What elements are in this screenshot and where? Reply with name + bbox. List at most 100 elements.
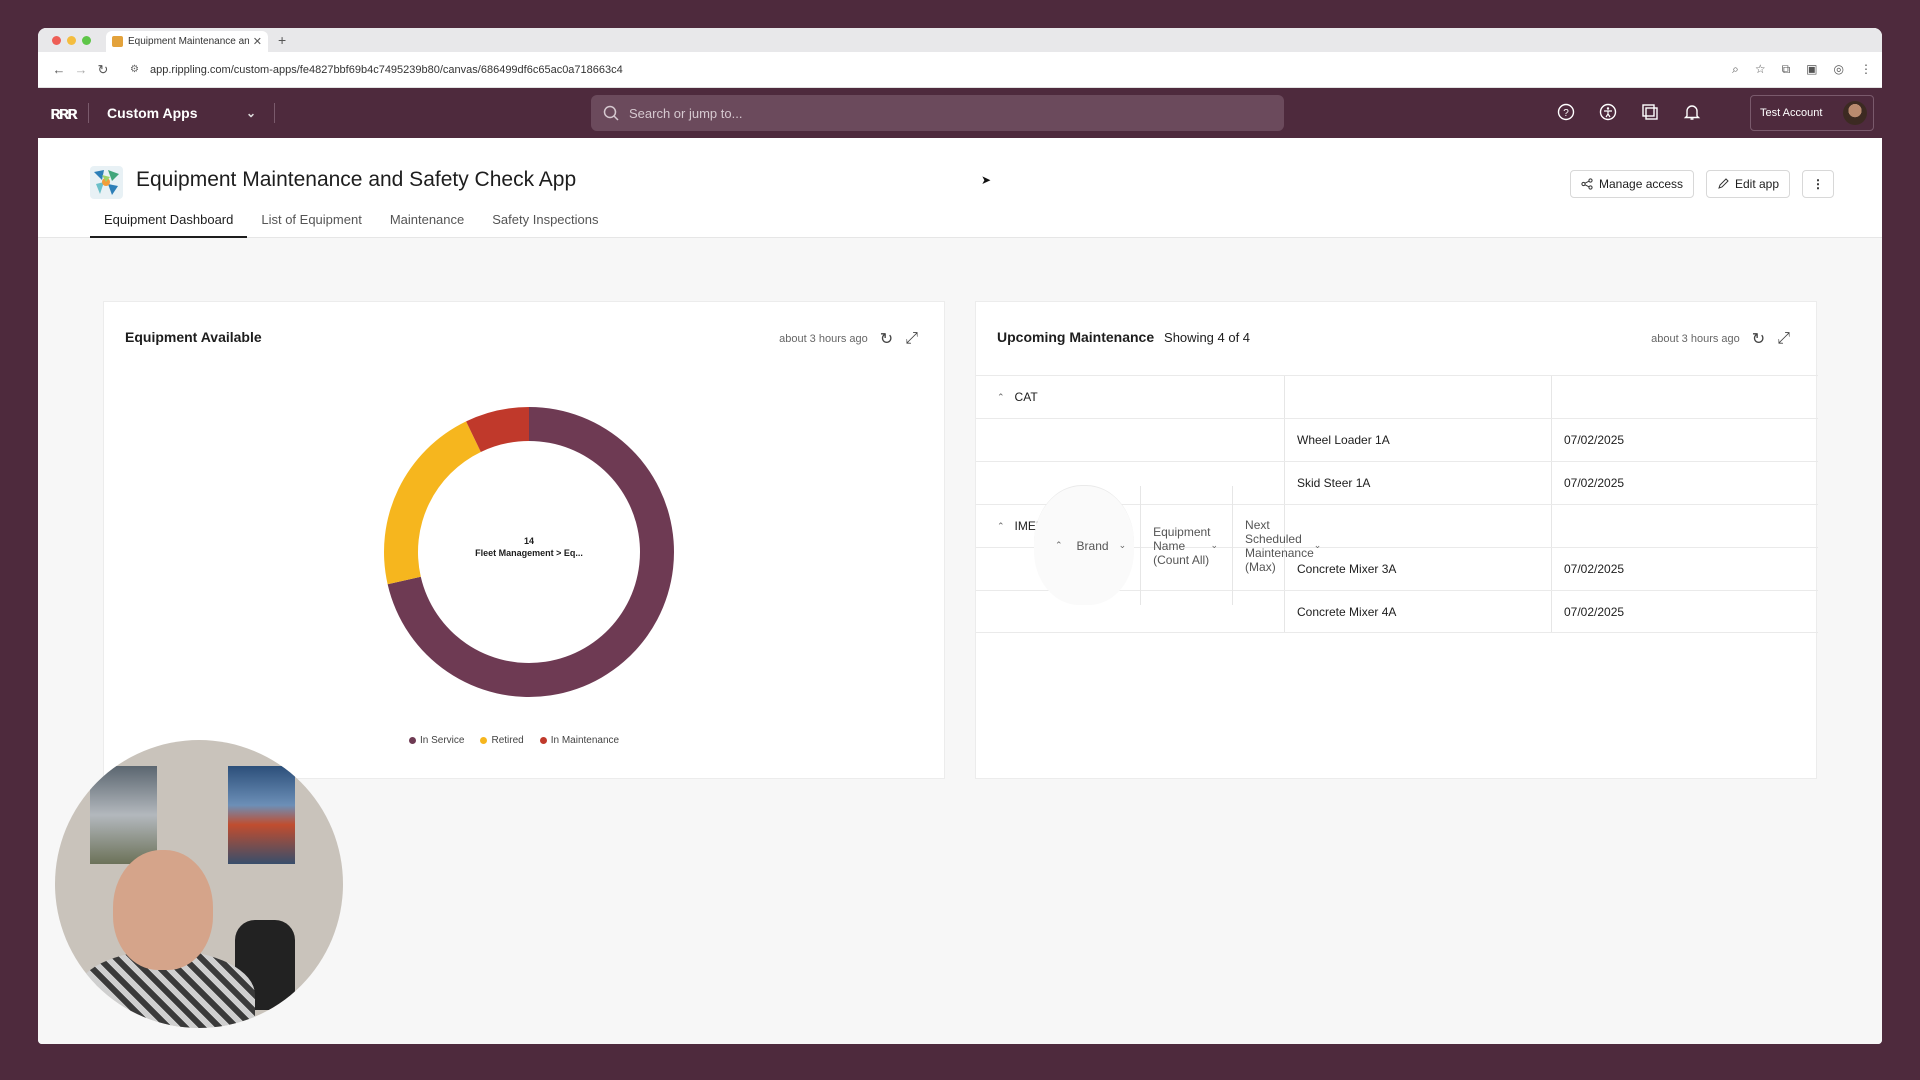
refresh-icon[interactable]: ↻ — [1751, 331, 1766, 348]
edit-app-button[interactable]: Edit app — [1706, 170, 1791, 198]
empty-cell — [1285, 505, 1552, 547]
manage-access-button[interactable]: Manage access — [1570, 170, 1695, 198]
column-label: Equipment Name (Count All) — [1153, 524, 1211, 567]
legend-label: In Maintenance — [550, 735, 620, 746]
chevron-down-icon: ⌄ — [245, 106, 256, 120]
wall-poster — [228, 766, 295, 864]
empty-cell — [976, 419, 1285, 461]
empty-cell — [976, 548, 1285, 590]
help-icon[interactable]: ? — [1556, 102, 1576, 122]
account-menu[interactable]: Test Account — [1750, 95, 1874, 131]
maintenance-date-cell: 07/02/2025 — [1564, 476, 1625, 490]
nav-divider — [274, 103, 275, 123]
last-updated: about 3 hours ago — [779, 333, 868, 345]
equipment-name-cell: Wheel Loader 1A — [1285, 419, 1552, 461]
app-top-nav: ʀʀʀ Custom Apps ⌄ Search or jump to... ?… — [38, 88, 1882, 138]
collapse-all-icon[interactable]: ⌃ — [1055, 540, 1063, 550]
browser-tabstrip: Equipment Maintenance and ✕ + — [38, 28, 1882, 52]
reload-icon[interactable]: ↻ — [97, 61, 109, 77]
column-header-next-maintenance[interactable]: Next Scheduled Maintenance (Max) ⌄ — [1233, 486, 1335, 605]
chevron-down-icon[interactable]: ⌄ — [1118, 540, 1127, 550]
legend-item-in-service[interactable]: In Service — [409, 735, 464, 746]
card-title: Upcoming Maintenance Showing 4 of 4 — [997, 329, 1250, 345]
table-row[interactable]: Concrete Mixer 4A 07/02/2025 — [976, 590, 1818, 633]
table-row[interactable]: Concrete Mixer 3A 07/02/2025 — [976, 547, 1818, 590]
profile-icon[interactable]: ◎ — [1833, 62, 1844, 76]
tab-equipment-dashboard[interactable]: Equipment Dashboard — [90, 210, 248, 238]
kebab-menu-icon: ⋮ — [1812, 177, 1824, 191]
refresh-icon[interactable]: ↻ — [879, 331, 894, 348]
group-row-cat[interactable]: ⌃ CAT — [976, 375, 1818, 418]
avatar — [1843, 101, 1867, 125]
browser-tab-title: Equipment Maintenance and — [128, 36, 249, 47]
sidepanel-icon[interactable]: ▣ — [1806, 62, 1818, 76]
page-title: Equipment Maintenance and Safety Check A… — [136, 168, 577, 191]
extensions-icon[interactable]: ⧉ — [1781, 62, 1791, 76]
tab-maintenance[interactable]: Maintenance — [389, 212, 465, 227]
tab-list-of-equipment[interactable]: List of Equipment — [261, 212, 362, 227]
browser-menu-icon[interactable]: ⋮ — [1860, 62, 1872, 76]
url-field[interactable]: ⚙ app.rippling.com/custom-apps/fe4827bbf… — [120, 58, 1732, 82]
column-label: Brand — [1076, 538, 1109, 553]
legend-item-in-maintenance[interactable]: In Maintenance — [539, 735, 620, 746]
tab-safety-inspections[interactable]: Safety Inspections — [492, 212, 599, 227]
app-logo-icon — [90, 166, 123, 199]
empty-cell — [1552, 505, 1818, 547]
table-row[interactable]: Skid Steer 1A 07/02/2025 — [976, 461, 1818, 504]
forward-icon[interactable]: → — [74, 62, 88, 77]
site-info-icon[interactable]: ⚙ — [130, 64, 139, 75]
column-header-brand[interactable]: ⌃ Brand ⌄ — [1034, 486, 1142, 605]
page-header: Equipment Maintenance and Safety Check A… — [38, 138, 1882, 238]
legend-swatch — [409, 737, 416, 744]
close-tab-icon[interactable]: ✕ — [252, 36, 262, 48]
page-content: Equipment Maintenance and Safety Check A… — [38, 138, 1882, 1044]
chevron-down-icon[interactable]: ⌄ — [1313, 540, 1322, 550]
more-options-button[interactable]: ⋮ — [1802, 170, 1834, 198]
collapse-group-icon[interactable]: ⌃ — [997, 391, 1005, 402]
equipment-name-cell: Skid Steer 1A — [1285, 462, 1552, 504]
zoom-icon[interactable]: ⌕ — [1732, 62, 1739, 76]
page-tabs: Equipment Dashboard List of Equipment Ma… — [90, 210, 613, 238]
donut-center-label: 14 Fleet Management > Eq... — [434, 535, 624, 559]
expand-icon[interactable]: ⤢ — [905, 330, 918, 347]
donut-chart[interactable] — [364, 387, 694, 717]
column-header-equipment-name[interactable]: Equipment Name (Count All) ⌄ — [1141, 486, 1234, 605]
maintenance-table: ⌃ Brand ⌄ Equipment Name (Count All) ⌄ Ne… — [976, 375, 1818, 633]
browser-actions: ⌕ ☆ ⧉ ▣ ◎ ⋮ — [1732, 62, 1872, 77]
donut-total: 14 — [523, 536, 534, 546]
card-title: Equipment Available — [125, 329, 262, 345]
equipment-available-card: Equipment Available about 3 hours ago ↻ … — [103, 301, 945, 779]
global-search-input[interactable]: Search or jump to... — [591, 95, 1284, 131]
donut-slice-retired[interactable] — [384, 421, 481, 585]
empty-cell — [976, 462, 1285, 504]
url-text: app.rippling.com/custom-apps/fe4827bbf69… — [150, 63, 623, 76]
notifications-bell-icon[interactable] — [1682, 102, 1702, 122]
last-updated: about 3 hours ago — [1651, 333, 1740, 345]
legend-swatch — [539, 737, 547, 744]
mouse-cursor-icon: ➤ — [981, 173, 992, 187]
address-bar: ← → ↻ ⚙ app.rippling.com/custom-apps/fe4… — [38, 52, 1882, 88]
table-row[interactable]: Wheel Loader 1A 07/02/2025 — [976, 418, 1818, 461]
app-selector[interactable]: Custom Apps ⌄ — [89, 105, 274, 121]
back-icon[interactable]: ← — [52, 62, 66, 77]
rippling-logo-icon[interactable]: ʀʀʀ — [50, 102, 78, 123]
accessibility-icon[interactable] — [1598, 102, 1618, 122]
bookmark-star-icon[interactable]: ☆ — [1754, 62, 1766, 76]
chevron-down-icon[interactable]: ⌄ — [1210, 540, 1219, 550]
showing-count: Showing 4 of 4 — [1164, 330, 1251, 345]
donut-slice-in-maintenance[interactable] — [466, 407, 529, 452]
expand-icon[interactable]: ⤢ — [1777, 330, 1790, 347]
minimize-window-icon[interactable] — [67, 36, 76, 45]
apps-grid-icon[interactable] — [1640, 102, 1660, 122]
maximize-window-icon[interactable] — [82, 36, 91, 45]
pencil-icon — [1718, 178, 1729, 189]
new-tab-icon[interactable]: + — [278, 32, 287, 48]
collapse-group-icon[interactable]: ⌃ — [997, 520, 1005, 531]
window-controls — [52, 36, 91, 45]
brand-cell: ⌃ CAT — [976, 376, 1285, 418]
close-window-icon[interactable] — [52, 36, 61, 45]
browser-tab[interactable]: Equipment Maintenance and ✕ — [106, 31, 268, 52]
legend-item-retired[interactable]: Retired — [480, 735, 524, 746]
brand-label: CAT — [1014, 390, 1038, 404]
equipment-name-cell: Concrete Mixer 3A — [1285, 548, 1552, 590]
